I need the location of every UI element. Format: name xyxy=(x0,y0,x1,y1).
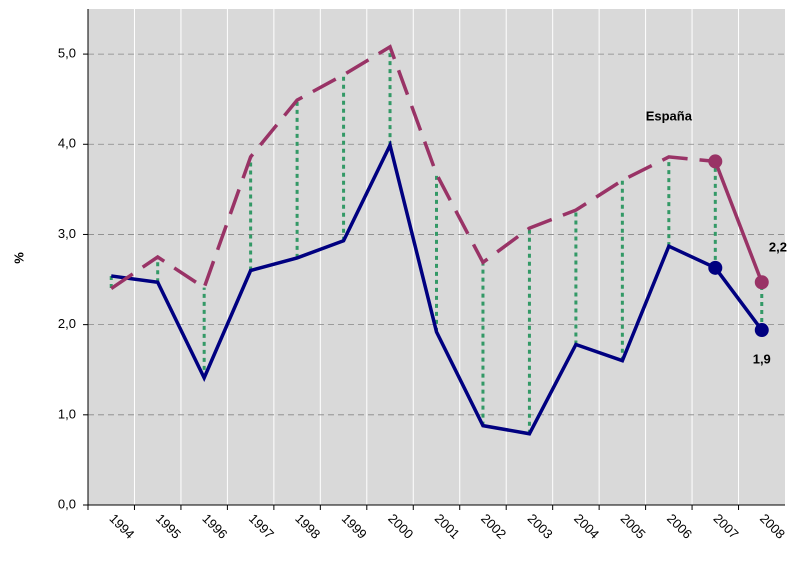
annotation: 2,2 xyxy=(769,240,787,255)
x-tick-label: 1995 xyxy=(153,511,184,542)
y-tick-label: 3,0 xyxy=(58,226,76,241)
x-tick-label: 1997 xyxy=(246,511,277,542)
x-tick-label: 1994 xyxy=(106,511,137,542)
x-tick-label: 2008 xyxy=(757,511,788,542)
x-tick-label: 1998 xyxy=(292,511,323,542)
series-line xyxy=(713,160,764,283)
x-tick-label: 2005 xyxy=(618,511,649,542)
x-tick-label: 2001 xyxy=(432,511,463,542)
series-line xyxy=(110,44,716,291)
y-tick-label: 4,0 xyxy=(58,136,76,151)
x-tick-label: 2007 xyxy=(711,511,742,542)
x-tick-label: 2003 xyxy=(525,511,556,542)
x-tick-label: 1999 xyxy=(339,511,370,542)
point-marker xyxy=(708,260,723,275)
point-marker xyxy=(754,323,769,338)
series-line xyxy=(110,140,764,436)
point-marker xyxy=(754,275,769,290)
y-tick-label: 5,0 xyxy=(58,46,76,61)
y-tick-label: 0,0 xyxy=(58,496,76,511)
y-tick-label: 1,0 xyxy=(58,406,76,421)
point-marker xyxy=(708,154,723,169)
annotation: 1,9 xyxy=(753,351,771,366)
x-tick-label: 2004 xyxy=(571,511,602,542)
x-tick-label: 2006 xyxy=(664,511,695,542)
series-label: España xyxy=(646,108,693,123)
y-axis-label: % xyxy=(11,252,26,264)
y-tick-label: 2,0 xyxy=(58,316,76,331)
x-tick-label: 2000 xyxy=(385,511,416,542)
x-tick-label: 1996 xyxy=(199,511,230,542)
x-tick-label: 2002 xyxy=(478,511,509,542)
